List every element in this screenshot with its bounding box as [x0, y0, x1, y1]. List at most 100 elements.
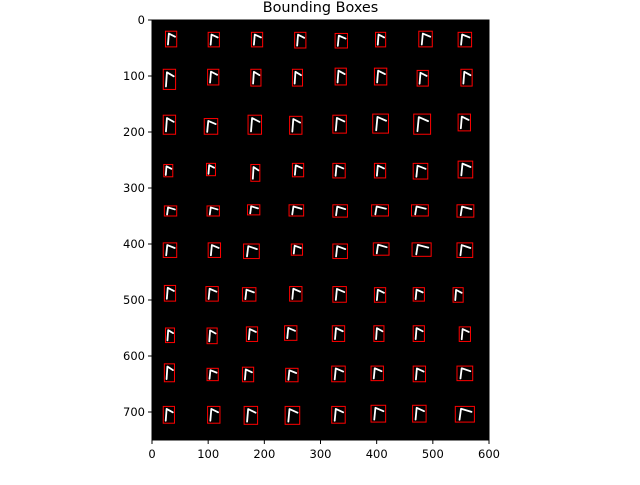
- stroke-mark: [460, 33, 471, 46]
- stroke-mark: [208, 206, 219, 216]
- bounding-box: [288, 204, 305, 217]
- y-tick-label: 100: [123, 69, 145, 83]
- stroke-mark: [460, 328, 470, 341]
- stroke-mark: [167, 32, 176, 46]
- stroke-mark: [165, 244, 176, 257]
- bounding-box: [162, 114, 177, 135]
- stroke-mark: [209, 70, 219, 84]
- stroke-mark: [165, 365, 174, 380]
- bounding-box: [412, 365, 427, 383]
- stroke-mark: [208, 329, 217, 343]
- stroke-mark: [459, 205, 473, 217]
- bounding-box: [457, 31, 473, 48]
- stroke-mark: [252, 33, 262, 46]
- stroke-mark: [414, 327, 424, 340]
- stroke-mark: [416, 116, 429, 133]
- x-tick-label: 100: [197, 447, 219, 461]
- bounding-box: [163, 284, 177, 302]
- stroke-mark: [291, 205, 303, 216]
- stroke-mark: [414, 406, 425, 421]
- y-tick-label: 300: [123, 181, 145, 195]
- bounding-box: [456, 242, 474, 258]
- stroke-mark: [293, 70, 302, 85]
- bounding-box: [413, 113, 432, 135]
- stroke-mark: [249, 205, 259, 215]
- x-tick-label: 600: [478, 447, 500, 461]
- stroke-mark: [165, 117, 175, 133]
- box-layer: [162, 30, 475, 425]
- stroke-mark: [251, 166, 260, 180]
- x-tick-label: 200: [253, 447, 275, 461]
- stroke-mark: [334, 164, 345, 177]
- stroke-mark: [287, 369, 298, 381]
- bounding-box: [207, 405, 221, 424]
- bounding-box: [289, 286, 303, 302]
- stroke-mark: [246, 245, 258, 258]
- bounding-box: [164, 30, 178, 48]
- stroke-mark: [164, 408, 174, 422]
- bounding-box: [206, 367, 219, 382]
- bounding-box: [247, 114, 263, 135]
- bounding-box: [250, 68, 262, 87]
- x-tick-label: 0: [148, 447, 155, 461]
- stroke-mark: [375, 164, 385, 177]
- stroke-mark: [373, 406, 385, 421]
- stroke-mark: [165, 286, 175, 300]
- bounding-box: [332, 243, 348, 260]
- bounding-box: [162, 242, 178, 258]
- bounding-box: [418, 30, 433, 48]
- stroke-mark: [454, 288, 463, 301]
- stroke-mark: [375, 327, 384, 340]
- stroke-mark: [165, 71, 175, 88]
- stroke-mark: [293, 164, 303, 176]
- bounding-box: [331, 405, 346, 424]
- stroke-mark: [375, 243, 388, 255]
- stroke-mark: [246, 408, 257, 423]
- bounding-box: [284, 405, 301, 425]
- y-tick-label: 600: [123, 349, 145, 363]
- bounding-box: [373, 162, 387, 179]
- stroke-mark: [372, 367, 383, 380]
- stroke-mark: [460, 162, 472, 177]
- stroke-mark: [462, 70, 472, 85]
- bounding-box: [246, 204, 261, 216]
- bounding-box: [372, 113, 389, 134]
- stroke-mark: [333, 408, 345, 422]
- bounding-box: [371, 204, 389, 217]
- bounding-box: [373, 325, 385, 342]
- bounding-box: [291, 162, 305, 178]
- bounding-box: [370, 404, 387, 423]
- stroke-mark: [244, 288, 255, 301]
- stroke-mark: [209, 244, 220, 257]
- stroke-mark: [374, 205, 387, 216]
- bounding-box: [373, 67, 388, 86]
- bounding-box: [207, 31, 220, 48]
- stroke-mark: [209, 33, 219, 46]
- bounding-box: [294, 31, 307, 49]
- x-tick-label: 500: [422, 447, 444, 461]
- bounding-box: [457, 113, 471, 132]
- x-tick-label: 400: [366, 447, 388, 461]
- bounding-box: [412, 325, 425, 342]
- bounding-box: [206, 327, 218, 345]
- bounding-box: [206, 205, 220, 217]
- stroke-mark: [207, 164, 216, 175]
- bounding-box: [334, 67, 347, 86]
- stroke-mark: [291, 118, 302, 133]
- bounding-box: [452, 287, 464, 303]
- image-area: [152, 20, 489, 440]
- stroke-mark: [208, 369, 218, 380]
- stroke-mark: [415, 164, 427, 178]
- stroke-mark: [459, 244, 472, 257]
- bounding-box: [332, 162, 346, 179]
- stroke-mark: [164, 165, 173, 176]
- stroke-mark: [375, 116, 388, 132]
- stroke-mark: [414, 288, 424, 301]
- stroke-mark: [334, 116, 346, 132]
- bounding-box: [241, 366, 255, 383]
- stroke-mark: [336, 69, 346, 84]
- bounding-box: [412, 162, 429, 180]
- stroke-mark: [291, 287, 302, 300]
- bounding-box: [162, 68, 177, 90]
